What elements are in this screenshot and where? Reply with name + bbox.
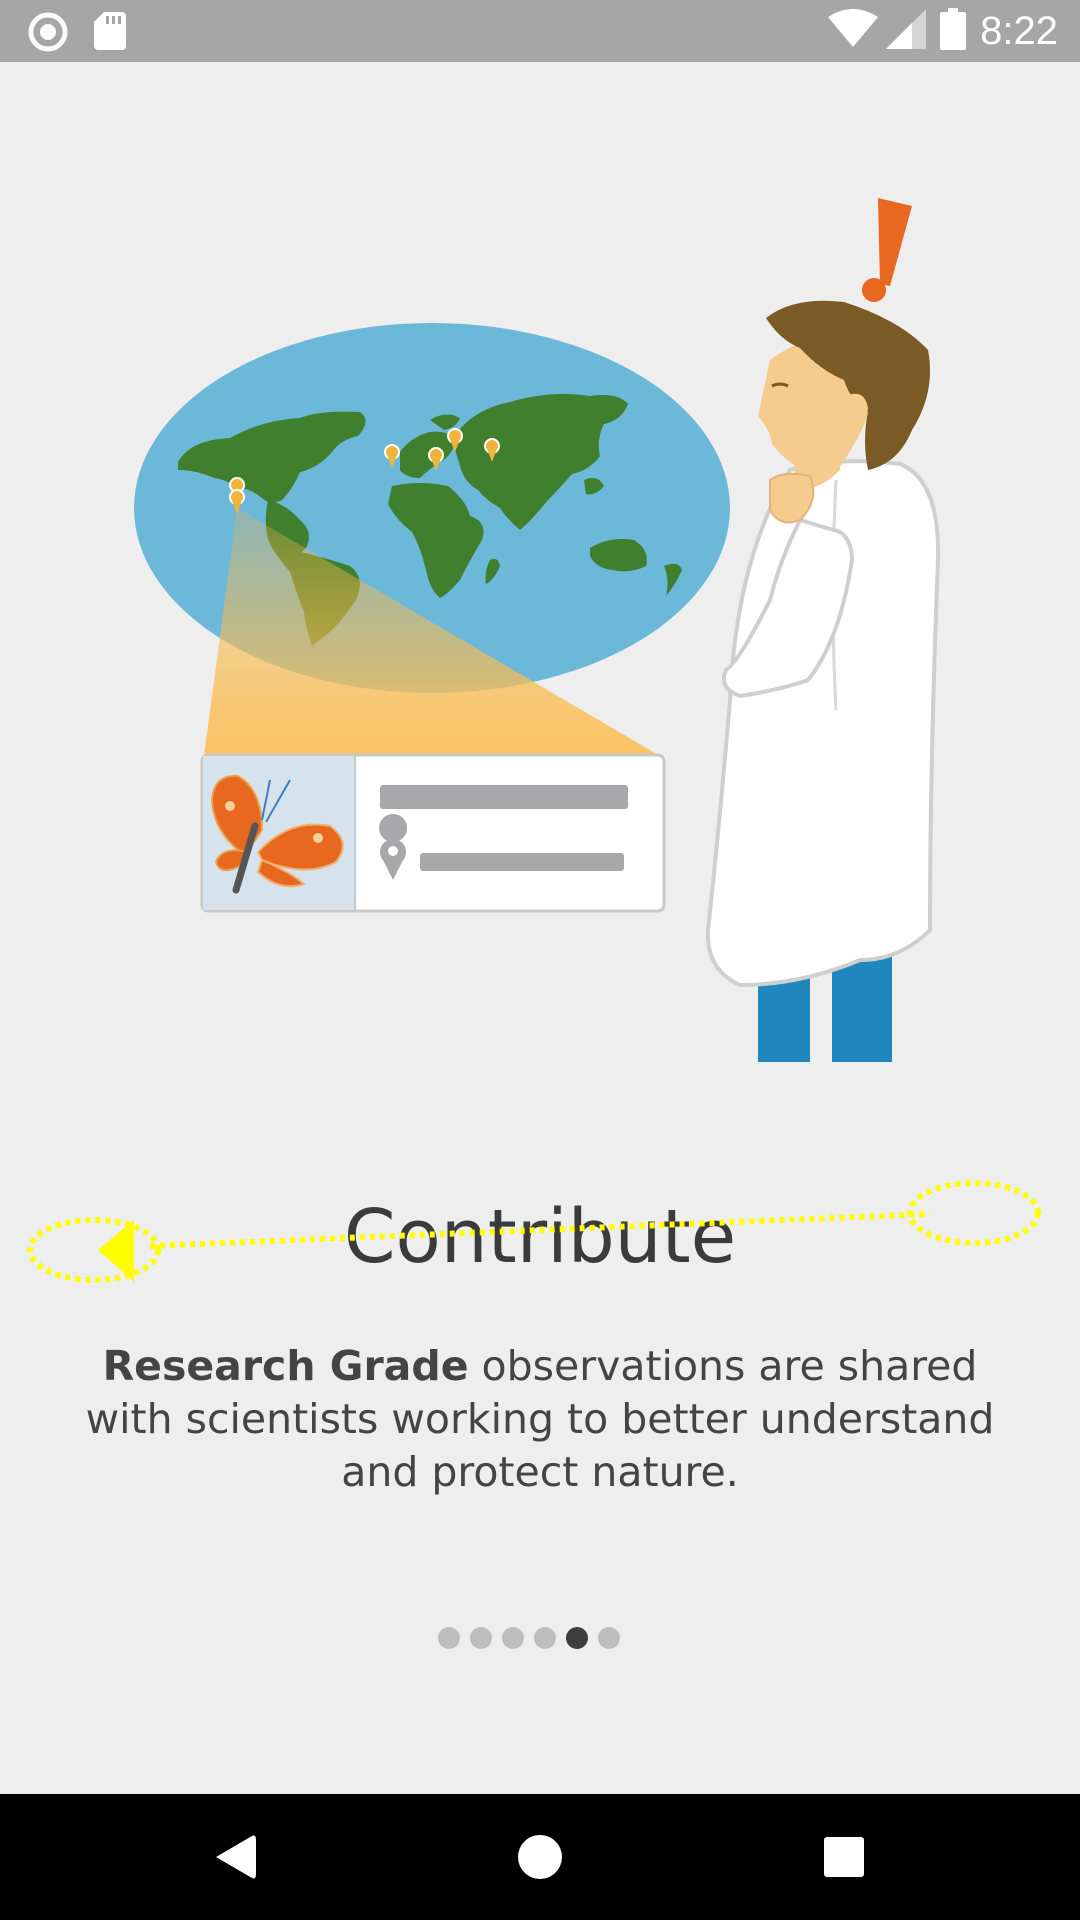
page-dot[interactable] [598, 1627, 620, 1649]
back-button[interactable] [200, 1822, 270, 1892]
status-clock: 8:22 [980, 8, 1058, 53]
sd-card-icon [94, 12, 126, 55]
contribute-illustration [134, 198, 941, 1062]
record-icon [28, 12, 68, 57]
scientist-figure [705, 198, 941, 1062]
onboarding-description: Research Grade observations are shared w… [80, 1340, 1000, 1499]
map-highlight-beam [204, 508, 660, 756]
butterfly-icon [210, 774, 344, 894]
page-dot[interactable] [438, 1627, 460, 1649]
page-dot[interactable] [470, 1627, 492, 1649]
home-circle-icon [518, 1835, 562, 1879]
battery-icon [940, 7, 967, 55]
onboarding-title: Contribute [343, 1194, 737, 1280]
signal-icon [886, 8, 927, 54]
description-bold-term: Research Grade [102, 1342, 469, 1390]
page-dot[interactable] [566, 1627, 588, 1649]
system-navigation-bar [0, 1794, 1080, 1920]
wifi-icon [828, 8, 879, 54]
observation-card [200, 753, 666, 913]
page-dot[interactable] [534, 1627, 556, 1649]
back-triangle-icon [216, 1835, 256, 1879]
page-dot[interactable] [502, 1627, 524, 1649]
recents-button[interactable] [809, 1822, 879, 1892]
description-rest: observations are shared with scientists … [85, 1342, 995, 1496]
home-button[interactable] [505, 1822, 575, 1892]
page-indicator [0, 1627, 1069, 1649]
status-bar: 8:22 [0, 0, 1080, 62]
recents-square-icon [824, 1837, 864, 1877]
